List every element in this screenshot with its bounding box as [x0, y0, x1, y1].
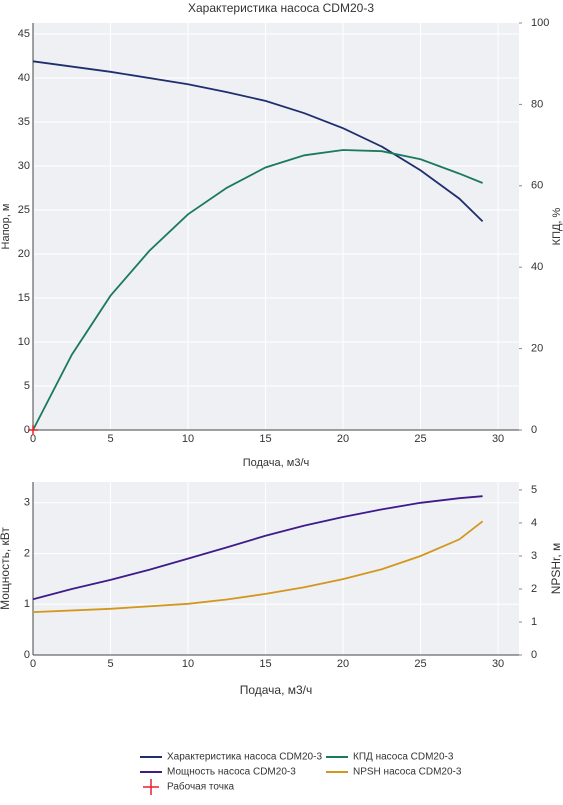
y2-tick-label: 4: [531, 517, 537, 529]
x-tick-label: 0: [30, 658, 36, 670]
x-tick-label: 20: [337, 658, 349, 670]
x-tick-label: 30: [492, 433, 504, 445]
y-tick-label: 40: [18, 72, 30, 84]
y-tick-label: 35: [18, 116, 30, 128]
y2-tick-label: 60: [531, 180, 543, 192]
y-tick-label: 25: [18, 204, 30, 216]
y2-tick-label: 0: [531, 424, 537, 436]
y-tick-label: 20: [18, 248, 30, 260]
working-point: [28, 425, 38, 435]
legend-label: Рабочая точка: [167, 781, 235, 793]
x-tick-label: 15: [259, 658, 271, 670]
x-axis-title: Подача, м3/ч: [240, 683, 313, 697]
x-tick-label: 15: [259, 433, 271, 445]
y2-axis-title: NPSHr, м: [549, 543, 563, 595]
y2-tick-label: 100: [531, 17, 549, 29]
y2-tick-label: 1: [531, 616, 537, 628]
x-tick-label: 25: [414, 658, 426, 670]
x-tick-label: 30: [492, 658, 504, 670]
y-tick-label: 10: [18, 336, 30, 348]
legend-label: Характеристика насоса CDM20-3: [167, 752, 322, 763]
x-tick-label: 5: [107, 658, 113, 670]
y2-tick-label: 40: [531, 261, 543, 273]
y-tick-label: 45: [18, 28, 30, 40]
x-tick-label: 0: [30, 433, 36, 445]
y2-tick-label: 5: [531, 484, 537, 496]
series-line: [32, 520, 484, 613]
chart-title: Характеристика насоса CDM20-3: [188, 1, 374, 15]
y-axis-title: Мощность, кВт: [0, 527, 12, 610]
y-axis-title: Напор, м: [0, 204, 12, 250]
y-tick-label: 15: [18, 292, 30, 304]
x-tick-label: 10: [182, 658, 194, 670]
x-tick-label: 5: [107, 433, 113, 445]
legend-label: КПД насоса CDM20-3: [353, 752, 454, 763]
y-tick-label: 3: [24, 497, 30, 509]
y-tick-label: 1: [24, 598, 30, 610]
y-tick-label: 2: [24, 547, 30, 559]
y-tick-label: 30: [18, 160, 30, 172]
series-line: [32, 149, 483, 431]
y2-tick-label: 20: [531, 343, 543, 355]
y-tick-label: 0: [24, 424, 30, 436]
legend-label: NPSH насоса CDM20-3: [353, 767, 462, 778]
legend-label: Мощность насоса CDM20-3: [167, 767, 296, 778]
plot-area: [33, 482, 519, 655]
y-tick-label: 0: [24, 649, 30, 661]
y-tick-label: 5: [24, 380, 30, 392]
y2-tick-label: 80: [531, 98, 543, 110]
series-line: [32, 495, 483, 601]
y2-tick-label: 3: [531, 550, 537, 562]
x-tick-label: 25: [414, 433, 426, 445]
y2-tick-label: 2: [531, 583, 537, 595]
x-tick-label: 10: [182, 433, 194, 445]
y2-tick-label: 0: [531, 649, 537, 661]
x-tick-label: 20: [337, 433, 349, 445]
plot-area: [33, 23, 519, 430]
y2-axis-title: КПД, %: [551, 207, 563, 245]
series-line: [32, 60, 484, 223]
x-axis-title: Подача, м3/ч: [243, 457, 310, 469]
